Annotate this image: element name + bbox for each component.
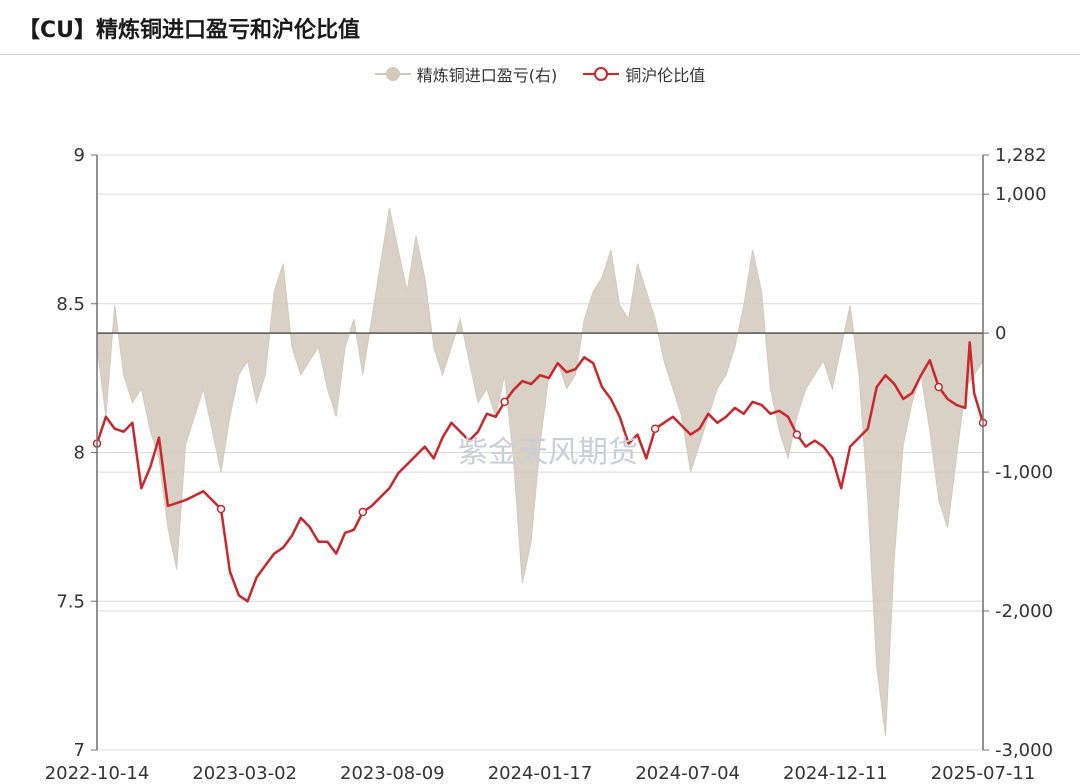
x-tick-label: 2024-07-04 — [635, 763, 740, 784]
chart-title: 【CU】精炼铜进口盈亏和沪伦比值 — [18, 18, 361, 43]
legend-line-label: 铜沪伦比值 — [625, 66, 706, 85]
y-right-tick-label: 0 — [995, 323, 1006, 344]
axes — [91, 154, 989, 751]
y-right-tick-label: -3,000 — [995, 740, 1053, 761]
line-marker — [216, 504, 226, 514]
title-divider — [0, 54, 1080, 55]
legend-area-label: 精炼铜进口盈亏(右) — [416, 66, 558, 85]
legend-item-line[interactable]: 铜沪伦比值 — [583, 62, 705, 86]
x-tick-label: 2024-12-11 — [783, 763, 888, 784]
y-right-tick-label: 1,000 — [995, 184, 1047, 205]
y-left-tick-label: 7.5 — [56, 591, 85, 612]
y-right-tick-label: -1,000 — [995, 462, 1053, 483]
line-marker — [934, 382, 943, 392]
y-left-tick-label: 7 — [74, 740, 85, 761]
line-series-path — [95, 341, 985, 603]
line-marker — [792, 430, 802, 439]
x-tick-label: 2023-08-09 — [340, 763, 445, 784]
line-marker — [500, 397, 509, 407]
line-marker — [358, 507, 368, 517]
area-series-path — [96, 207, 984, 737]
y-left-tick-label: 8.5 — [56, 294, 85, 315]
legend-area-marker-icon — [374, 67, 411, 81]
y-left-tick-label: 9 — [74, 145, 85, 166]
legend-item-area[interactable]: 精炼铜进口盈亏(右) — [374, 62, 558, 86]
x-tick-label: 2023-03-02 — [192, 763, 297, 784]
line-marker — [650, 424, 660, 433]
y-right-tick-label: -2,000 — [995, 601, 1053, 622]
y-left-tick-label: 8 — [74, 443, 85, 464]
y-right-tick-label: 1,282 — [995, 145, 1047, 166]
watermark-text: 紫金天风期货 — [458, 435, 638, 470]
x-tick-label: 2022-10-14 — [45, 763, 150, 784]
x-tick-label: 2024-01-17 — [488, 763, 593, 784]
legend: 精炼铜进口盈亏(右) 铜沪伦比值 — [0, 60, 1080, 88]
area-series — [96, 207, 984, 737]
x-tick-label: 2025-07-11 — [931, 763, 1036, 784]
legend-line-marker-icon — [583, 67, 620, 81]
tick-labels: 98.587.571,2821,0000-1,000-2,000-3,00020… — [45, 145, 1053, 784]
grid-lines — [97, 154, 983, 751]
